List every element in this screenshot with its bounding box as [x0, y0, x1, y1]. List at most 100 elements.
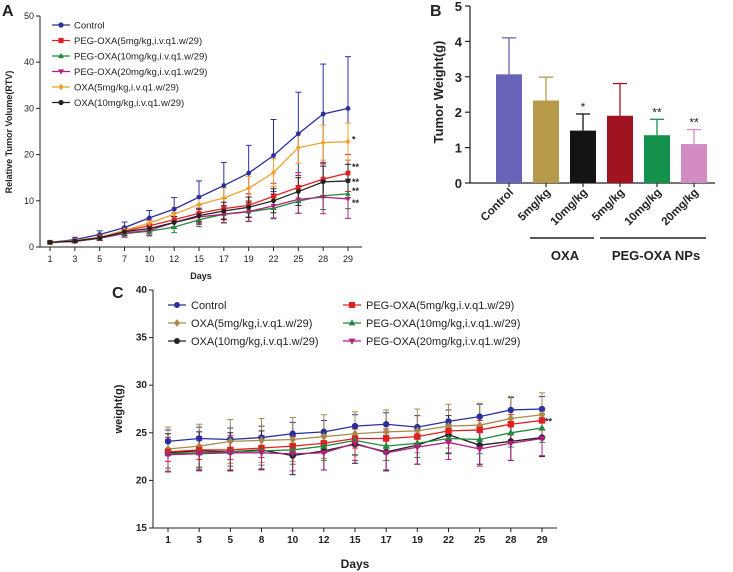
data-point-oxa-5mg-kg-i-v-q1-w-29	[246, 185, 252, 192]
y-tick-label: 0	[455, 176, 462, 191]
data-point-oxa-10mg-kg-i-v-q1-w-29	[47, 239, 53, 245]
y-tick-label: 1	[455, 141, 462, 156]
y-tick-label: 0	[29, 242, 34, 252]
data-point-control	[289, 430, 296, 437]
x-tick-label: 22	[443, 535, 455, 546]
data-point-peg-oxa-10mg-kg-i-v-q1-w-29	[288, 446, 297, 453]
data-point-peg-oxa-20mg-kg-i-v-q1-w-29	[164, 452, 172, 459]
x-tick-label: 20mg/kg	[660, 187, 701, 228]
legend-marker	[58, 99, 64, 106]
x-tick-label: 5	[97, 254, 102, 264]
bar-10mg-kg-4	[644, 135, 670, 183]
data-point-oxa-10mg-kg-i-v-q1-w-29	[295, 189, 301, 194]
legend-label: PEG-OXA(20mg/kg,i.v.q1.w/29)	[366, 336, 520, 348]
x-tick-label: 3	[72, 254, 77, 264]
data-point-oxa-10mg-kg-i-v-q1-w-29	[271, 198, 276, 204]
legend-label: OXA(10mg/kg,i.v.q1.w/29)	[74, 98, 184, 109]
data-point-peg-oxa-10mg-kg-i-v-q1-w-29	[345, 190, 351, 196]
x-tick-label: 17	[219, 254, 229, 264]
bar-10mg-kg-2	[570, 130, 596, 183]
data-point-peg-oxa-5mg-kg-i-v-q1-w-29	[414, 433, 421, 440]
y-tick-label: 10	[24, 196, 34, 206]
data-point-oxa-10mg-kg-i-v-q1-w-29	[122, 229, 127, 235]
data-point-peg-oxa-20mg-kg-i-v-q1-w-29	[475, 446, 484, 453]
panel-c-x-axis-title: Days	[341, 557, 370, 571]
panel-b-bars	[496, 74, 707, 183]
data-point-peg-oxa-20mg-kg-i-v-q1-w-29	[382, 450, 390, 457]
data-point-control	[146, 215, 152, 221]
panel-c-letter: C	[112, 285, 124, 302]
legend-label: PEG-OXA(10mg/kg,i.v.q1.w/29)	[366, 318, 520, 330]
y-tick-label: 30	[136, 380, 148, 391]
legend-label: PEG-OXA(5mg/kg,i.v.q1.w/29)	[74, 36, 202, 47]
data-point-oxa-5mg-kg-i-v-q1-w-29	[345, 138, 351, 145]
significance-marker: **	[352, 198, 360, 208]
panel-a-y-ticks: 0 10 20 30 40 50	[24, 11, 40, 252]
data-point-oxa-5mg-kg-i-v-q1-w-29	[538, 410, 546, 419]
x-tick-label: 28	[505, 535, 517, 546]
data-point-control	[221, 183, 227, 188]
data-point-peg-oxa-20mg-kg-i-v-q1-w-29	[351, 440, 359, 448]
x-tick-label: 5mg/kg	[516, 187, 553, 224]
panel-c-markers	[164, 405, 546, 459]
data-point-peg-oxa-5mg-kg-i-v-q1-w-29	[382, 435, 390, 442]
y-tick-label: 40	[136, 285, 148, 296]
data-point-oxa-10mg-kg-i-v-q1-w-29	[72, 238, 78, 244]
data-point-peg-oxa-20mg-kg-i-v-q1-w-29	[221, 212, 227, 218]
data-point-oxa-5mg-kg-i-v-q1-w-29	[295, 144, 301, 151]
data-point-peg-oxa-5mg-kg-i-v-q1-w-29	[271, 193, 276, 199]
data-point-control	[246, 170, 252, 176]
y-tick-label: 40	[24, 57, 34, 67]
legend-label: Control	[74, 21, 105, 32]
data-point-control	[476, 413, 483, 420]
legend-marker	[349, 302, 355, 308]
x-tick-label: 10mg/kg	[549, 187, 590, 228]
legend-marker	[58, 83, 64, 91]
data-point-peg-oxa-5mg-kg-i-v-q1-w-29	[295, 185, 301, 190]
data-point-oxa-10mg-kg-i-v-q1-w-29	[97, 235, 103, 241]
data-point-oxa-5mg-kg-i-v-q1-w-29	[414, 426, 421, 436]
data-point-peg-oxa-5mg-kg-i-v-q1-w-29	[445, 427, 452, 435]
data-point-control	[171, 206, 177, 212]
x-tick-label: 10	[287, 535, 299, 546]
x-tick-label: 5	[228, 535, 234, 546]
significance-marker: **	[689, 116, 699, 130]
data-point-control	[351, 422, 359, 430]
legend-marker	[348, 338, 356, 345]
data-point-oxa-5mg-kg-i-v-q1-w-29	[221, 194, 227, 202]
panel-a-legend: Control PEG-OXA(5mg/kg,i.v.q1.w/29) PEG-OX…	[52, 21, 207, 109]
legend-marker	[174, 319, 180, 327]
y-tick-label: 20	[136, 475, 148, 486]
panel-c-y-ticks: 15 20 25 30 35 40	[136, 285, 153, 534]
legend-label: PEG-OXA(5mg/kg,i.v.q1.w/29)	[366, 300, 514, 312]
legend-label: OXA(5mg/kg,i.v.q1.w/29)	[191, 318, 312, 330]
data-point-control	[345, 106, 351, 111]
x-tick-label: 15	[194, 254, 204, 264]
data-point-peg-oxa-20mg-kg-i-v-q1-w-29	[345, 197, 351, 202]
data-point-oxa-10mg-kg-i-v-q1-w-29	[246, 204, 252, 210]
x-tick-label: 19	[244, 254, 254, 264]
bar-5mg-kg-3	[607, 115, 633, 183]
data-point-peg-oxa-10mg-kg-i-v-q1-w-29	[538, 424, 546, 431]
x-tick-label: 10	[144, 254, 154, 264]
data-point-control	[271, 153, 276, 158]
y-tick-label: 15	[136, 523, 148, 534]
data-point-peg-oxa-20mg-kg-i-v-q1-w-29	[195, 451, 203, 458]
legend-label: PEG-OXA(10mg/kg,i.v.q1.w/29)	[74, 52, 207, 63]
bar-5mg-kg-1	[533, 100, 559, 183]
panel-c-y-axis-title: weight(g)	[113, 384, 125, 434]
panel-b-significance: * ****	[581, 100, 699, 130]
data-point-oxa-5mg-kg-i-v-q1-w-29	[271, 169, 276, 176]
data-point-oxa-5mg-kg-i-v-q1-w-29	[146, 219, 152, 227]
x-tick-label: 12	[169, 254, 179, 264]
y-tick-label: 25	[136, 428, 148, 439]
x-tick-label: 28	[318, 254, 328, 264]
data-point-oxa-10mg-kg-i-v-q1-w-29	[320, 179, 326, 185]
x-tick-label: 1	[165, 535, 171, 546]
data-point-peg-oxa-5mg-kg-i-v-q1-w-29	[345, 170, 351, 176]
data-point-peg-oxa-5mg-kg-i-v-q1-w-29	[538, 417, 546, 424]
data-point-control	[164, 438, 172, 445]
x-tick-label: 15	[349, 535, 361, 546]
